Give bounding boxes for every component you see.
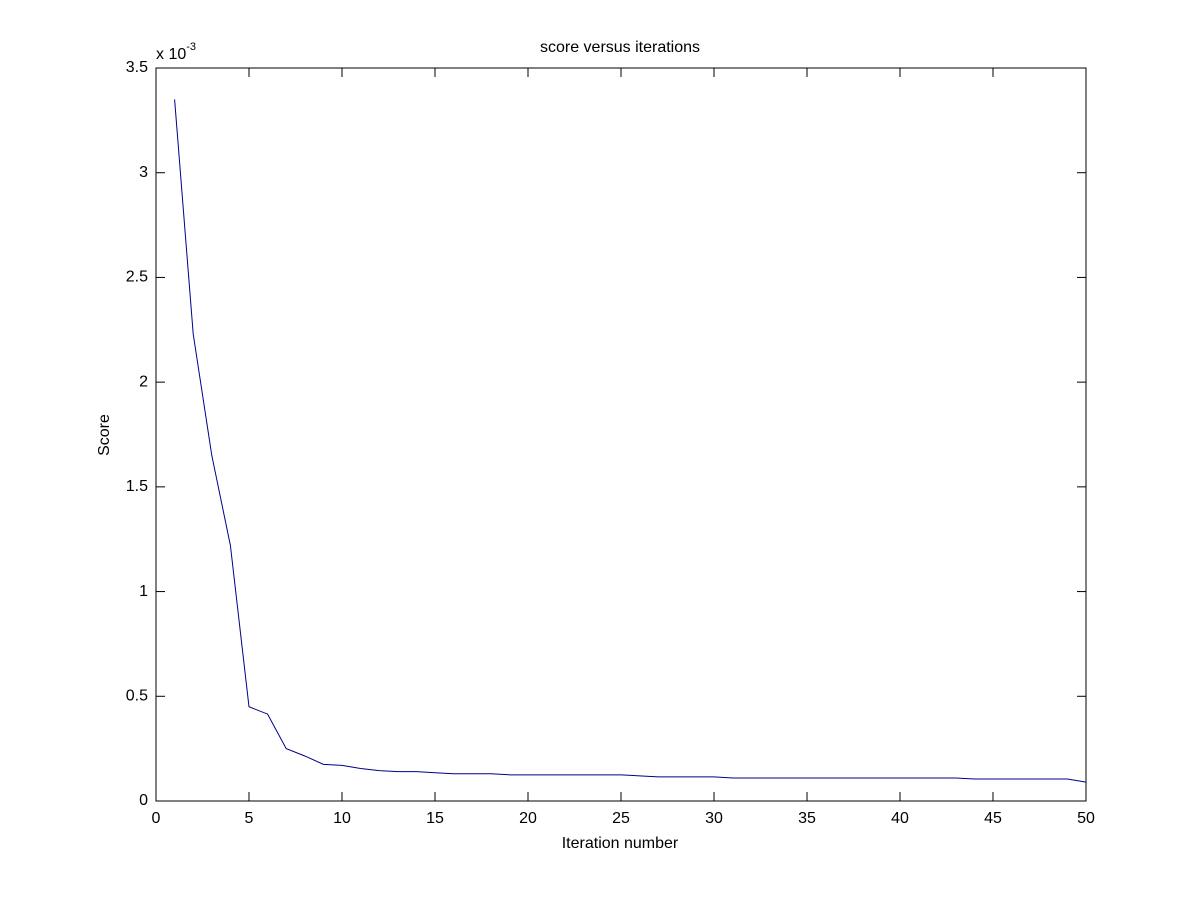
x-tick-label: 35: [798, 810, 816, 827]
x-tick-label: 45: [984, 810, 1002, 827]
y-tick-label: 0: [139, 792, 148, 809]
x-axis-label: Iteration number: [562, 835, 679, 852]
y-tick-label: 3.5: [126, 59, 148, 76]
x-tick-label: 15: [426, 810, 444, 827]
y-tick-label: 2: [139, 373, 148, 390]
x-tick-label: 10: [333, 810, 351, 827]
x-tick-label: 25: [612, 810, 630, 827]
x-tick-label: 50: [1077, 810, 1095, 827]
x-tick-label: 30: [705, 810, 723, 827]
y-tick-label: 1: [139, 583, 148, 600]
x-tick-label: 20: [519, 810, 537, 827]
y-tick-label: 3: [139, 164, 148, 181]
y-tick-label: 1.5: [126, 478, 148, 495]
y-tick-label: 2.5: [126, 269, 148, 286]
y-axis-label: Score: [96, 414, 113, 456]
x-tick-label: 0: [152, 810, 161, 827]
y-tick-label: 0.5: [126, 688, 148, 705]
chart-title: score versus iterations: [540, 39, 700, 56]
y-multiplier-base: x 10: [156, 46, 186, 63]
y-multiplier-exponent: -3: [186, 41, 196, 53]
x-tick-label: 5: [245, 810, 254, 827]
x-tick-label: 40: [891, 810, 909, 827]
data-line: [174, 99, 1087, 783]
y-multiplier: x 10-3: [156, 41, 196, 63]
